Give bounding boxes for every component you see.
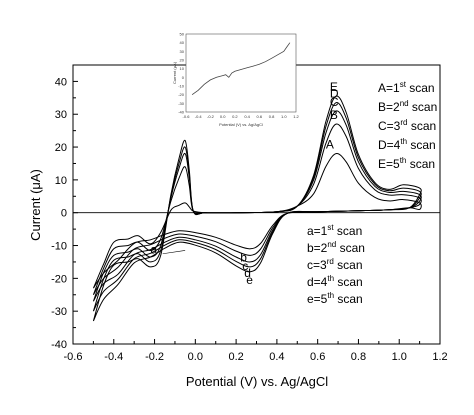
y-axis-ticks: -40 -30 -20 -10 0 10 20 30 40 — [51, 76, 78, 351]
inset-y-tick-label: 10 — [180, 66, 185, 71]
legend-lower-entry-2: b=2nd scan — [307, 240, 365, 255]
inset-y-tick-label: 0 — [182, 75, 185, 80]
inset-y-tick-label: -40 — [178, 110, 185, 115]
inset-x-tick-label: 0.6 — [257, 114, 263, 119]
x-tick-label: -0.6 — [64, 351, 83, 363]
x-tick-label: 0.8 — [351, 351, 366, 363]
inset-x-tick-label: 1.0 — [281, 114, 287, 119]
x-axis-ticks: -0.6 -0.4 -0.2 0.0 0.2 0.4 0.6 0.8 1.0 1.2 — [64, 339, 448, 363]
inset-x-tick-label: 0.4 — [244, 114, 250, 119]
x-tick-label: 1.2 — [432, 351, 447, 363]
x-tick-label: 1.0 — [392, 351, 407, 363]
y-tick-label: 40 — [55, 76, 67, 88]
cv-curve-scan-4 — [92, 102, 422, 312]
curve-letter-upper-c: C — [330, 95, 339, 109]
legend-upper-entry-4: D=4th scan — [378, 137, 436, 152]
legend-lower-entry-5: e=5th scan — [307, 291, 363, 306]
inset-y-tick-label: -20 — [178, 92, 185, 97]
y-tick-label: -30 — [51, 306, 67, 318]
inset-curve — [191, 42, 291, 96]
inset-y-title: Current (μA) — [172, 61, 177, 84]
curve-letter-labels: Aa Bb Cc Dd Ee — [150, 80, 338, 287]
inset-plot: -0.6 -0.4 -0.2 0.0 0.2 0.4 0.6 0.8 1.0 1.2 -40 -30 -… — [172, 32, 300, 128]
curve-letter-lower-d: d — [244, 266, 251, 280]
inset-x-tick-label: 1.2 — [293, 114, 299, 119]
cv-curves — [92, 95, 422, 322]
inset-y-tick-label: -10 — [178, 84, 185, 89]
cv-curve-scan-2 — [92, 123, 422, 296]
y-tick-label: -40 — [51, 339, 67, 351]
curve-letter-upper-a: A — [326, 138, 334, 152]
curve-letter-lower-a: a — [150, 243, 157, 257]
curve-letter-lower-c: c — [242, 259, 248, 273]
inset-x-tick-label: 0.2 — [232, 114, 238, 119]
inset-ticks: -0.6 -0.4 -0.2 0.0 0.2 0.4 0.6 0.8 1.0 1.2 -40 -30 -… — [178, 32, 299, 120]
inset-y-tick-label: 30 — [180, 49, 185, 54]
y-tick-label: 0 — [61, 208, 67, 220]
legend-lower-entry-3: c=3rd scan — [307, 257, 363, 272]
curve-letter-upper-e: E — [330, 80, 338, 94]
x-axis-title: Potential (V) vs. Ag/AgCl — [186, 374, 328, 389]
legend-upper-entry-1: A=1st scan — [378, 80, 435, 95]
x-tick-label: 0.6 — [310, 351, 325, 363]
inset-y-tick-label: -30 — [178, 101, 185, 106]
y-tick-label: 20 — [55, 142, 67, 154]
inset-x-tick-label: -0.2 — [207, 114, 215, 119]
cv-curve-scan-3 — [92, 110, 422, 302]
y-tick-label: 10 — [55, 175, 67, 187]
x-tick-label: 0.2 — [228, 351, 243, 363]
legend-upper-entry-5: E=5th scan — [378, 156, 435, 171]
curve-letter-lower-e: e — [246, 273, 253, 287]
cv-curve-scan-1 — [92, 153, 422, 289]
inset-x-tick-label: -0.4 — [195, 114, 203, 119]
inset-x-title: Potential (V) vs. Ag/AgCl — [219, 122, 263, 127]
x-tick-label: 0.4 — [269, 351, 284, 363]
curve-letter-a-connector — [162, 250, 186, 255]
y-tick-label: 30 — [55, 109, 67, 121]
curve-letter-upper-d: D — [330, 87, 339, 101]
inset-y-tick-label: 50 — [180, 32, 185, 37]
inset-y-tick-label: 20 — [180, 58, 185, 63]
cv-curve-scan-5 — [92, 95, 422, 322]
x-tick-label: 0.0 — [188, 351, 203, 363]
x-tick-label: -0.4 — [104, 351, 123, 363]
inset-frame — [185, 33, 297, 113]
legend-lower: a=1st scan b=2nd scan c=3rd scan d=4th scan… — [307, 223, 365, 306]
x-tick-label: -0.2 — [145, 351, 164, 363]
inset-x-tick-label: 0.0 — [220, 114, 226, 119]
legend-upper: A=1st scan B=2nd scan C=3rd scan D=4th scan… — [378, 80, 437, 171]
curve-letter-upper-b: B — [330, 108, 338, 122]
y-tick-label: -20 — [51, 273, 67, 285]
curve-letter-lower-b: b — [240, 250, 247, 264]
legend-lower-entry-4: d=4th scan — [307, 274, 363, 289]
legend-upper-entry-2: B=2nd scan — [378, 99, 437, 114]
legend-lower-entry-1: a=1st scan — [307, 223, 362, 238]
legend-upper-entry-3: C=3rd scan — [378, 118, 436, 133]
inset-y-tick-label: 40 — [180, 40, 185, 45]
inset-x-tick-label: -0.6 — [183, 114, 191, 119]
y-tick-label: -10 — [51, 241, 67, 253]
y-axis-title: Current (μA) — [28, 169, 43, 241]
inset-x-tick-label: 0.8 — [269, 114, 275, 119]
